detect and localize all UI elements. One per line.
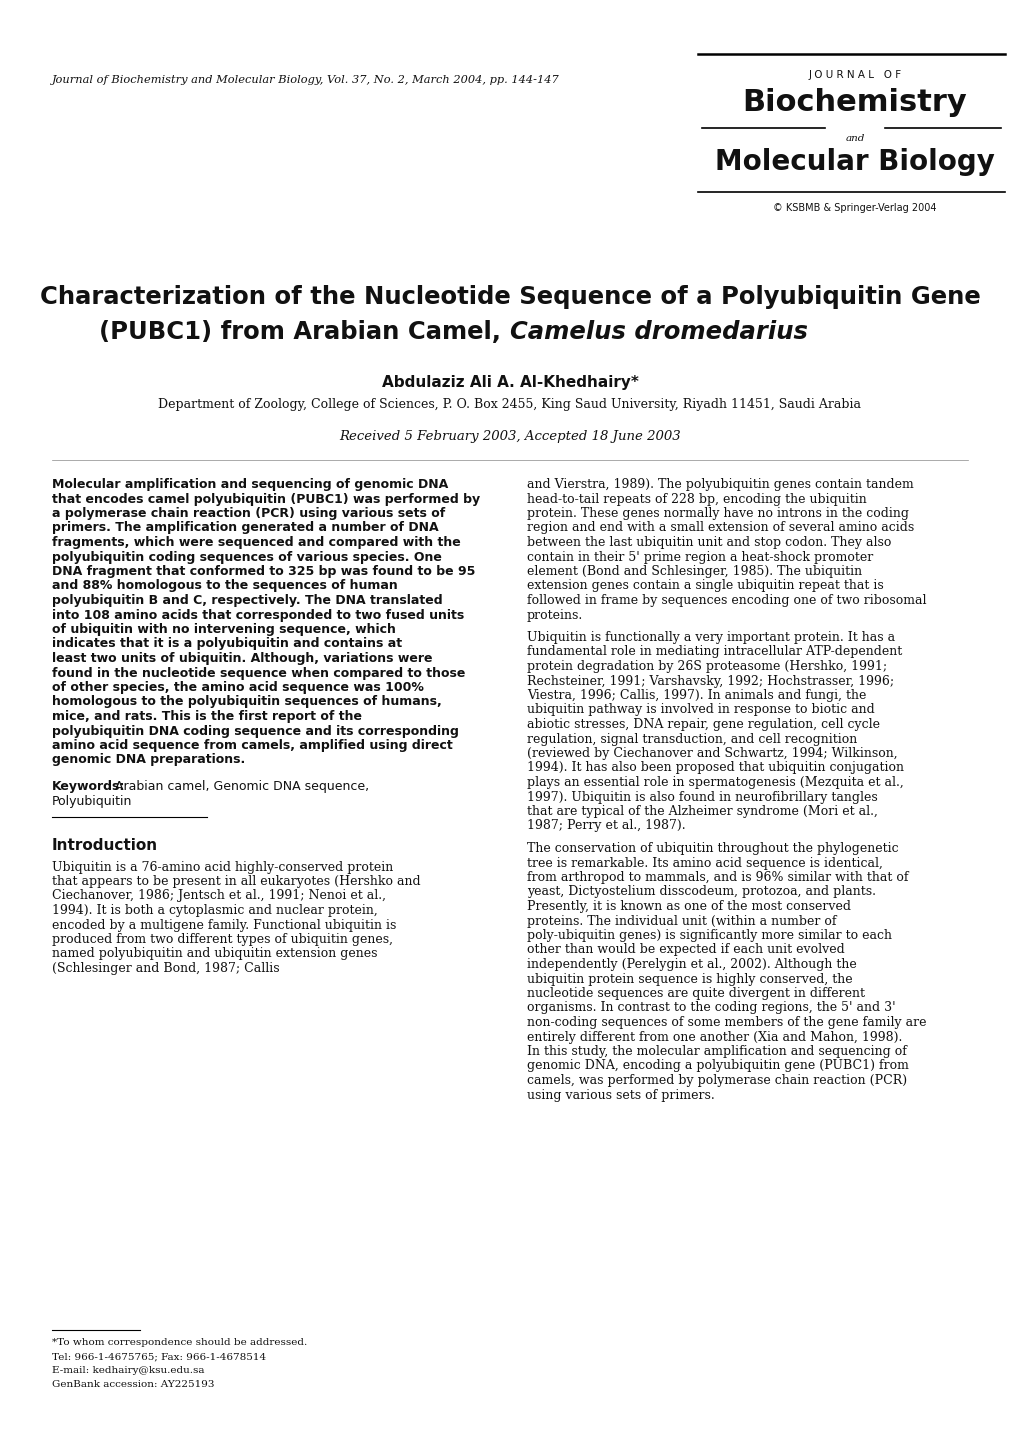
Text: between the last ubiquitin unit and stop codon. They also: between the last ubiquitin unit and stop…	[527, 535, 891, 548]
Text: found in the nucleotide sequence when compared to those: found in the nucleotide sequence when co…	[52, 667, 465, 680]
Text: genomic DNA preparations.: genomic DNA preparations.	[52, 753, 245, 766]
Text: The conservation of ubiquitin throughout the phylogenetic: The conservation of ubiquitin throughout…	[527, 843, 898, 856]
Text: other than would be expected if each unit evolved: other than would be expected if each uni…	[527, 944, 844, 957]
Text: Molecular Biology: Molecular Biology	[714, 149, 994, 176]
Text: nucleotide sequences are quite divergent in different: nucleotide sequences are quite divergent…	[527, 987, 864, 1000]
Text: encoded by a multigene family. Functional ubiquitin is: encoded by a multigene family. Functiona…	[52, 919, 396, 932]
Text: organisms. In contrast to the coding regions, the 5' and 3': organisms. In contrast to the coding reg…	[527, 1001, 895, 1014]
Text: protein. These genes normally have no introns in the coding: protein. These genes normally have no in…	[527, 506, 908, 519]
Text: followed in frame by sequences encoding one of two ribosomal: followed in frame by sequences encoding …	[527, 595, 925, 608]
Text: abiotic stresses, DNA repair, gene regulation, cell cycle: abiotic stresses, DNA repair, gene regul…	[527, 719, 879, 732]
Text: primers. The amplification generated a number of DNA: primers. The amplification generated a n…	[52, 521, 438, 534]
Text: 1994). It is both a cytoplasmic and nuclear protein,: 1994). It is both a cytoplasmic and nucl…	[52, 903, 377, 916]
Text: Biochemistry: Biochemistry	[742, 88, 966, 117]
Text: plays an essential role in spermatogenesis (Mezquita et al.,: plays an essential role in spermatogenes…	[527, 776, 903, 789]
Text: Department of Zoology, College of Sciences, P. O. Box 2455, King Saud University: Department of Zoology, College of Scienc…	[158, 398, 861, 411]
Text: independently (Perelygin et al., 2002). Although the: independently (Perelygin et al., 2002). …	[527, 958, 856, 971]
Text: 1987; Perry et al., 1987).: 1987; Perry et al., 1987).	[527, 820, 685, 833]
Text: ubiquitin pathway is involved in response to biotic and: ubiquitin pathway is involved in respons…	[527, 704, 874, 717]
Text: non-coding sequences of some members of the gene family are: non-coding sequences of some members of …	[527, 1016, 925, 1029]
Text: produced from two different types of ubiquitin genes,: produced from two different types of ubi…	[52, 934, 392, 947]
Text: protein degradation by 26S proteasome (Hershko, 1991;: protein degradation by 26S proteasome (H…	[527, 659, 887, 672]
Text: yeast, Dictyostelium disscodeum, protozoa, and plants.: yeast, Dictyostelium disscodeum, protozo…	[527, 886, 875, 899]
Text: region and end with a small extension of several amino acids: region and end with a small extension of…	[527, 521, 913, 534]
Text: polyubiquitin B and C, respectively. The DNA translated: polyubiquitin B and C, respectively. The…	[52, 595, 442, 608]
Text: indicates that it is a polyubiquitin and contains at: indicates that it is a polyubiquitin and…	[52, 638, 401, 651]
Text: Polyubiquitin: Polyubiquitin	[52, 795, 132, 808]
Text: that appears to be present in all eukaryotes (Hershko and: that appears to be present in all eukary…	[52, 874, 420, 887]
Text: Characterization of the Nucleotide Sequence of a Polyubiquitin Gene: Characterization of the Nucleotide Seque…	[40, 286, 979, 309]
Text: tree is remarkable. Its amino acid sequence is identical,: tree is remarkable. Its amino acid seque…	[527, 857, 882, 870]
Text: of other species, the amino acid sequence was 100%: of other species, the amino acid sequenc…	[52, 681, 424, 694]
Text: In this study, the molecular amplification and sequencing of: In this study, the molecular amplificati…	[527, 1045, 906, 1058]
Text: GenBank accession: AY225193: GenBank accession: AY225193	[52, 1380, 214, 1390]
Text: Presently, it is known as one of the most conserved: Presently, it is known as one of the mos…	[527, 900, 850, 913]
Text: polyubiquitin DNA coding sequence and its corresponding: polyubiquitin DNA coding sequence and it…	[52, 724, 459, 737]
Text: (Schlesinger and Bond, 1987; Callis: (Schlesinger and Bond, 1987; Callis	[52, 962, 279, 975]
Text: Camelus dromedarius: Camelus dromedarius	[510, 320, 807, 343]
Text: contain in their 5' prime region a heat-shock promoter: contain in their 5' prime region a heat-…	[527, 550, 872, 564]
Text: Abdulaziz Ali A. Al-Khedhairy*: Abdulaziz Ali A. Al-Khedhairy*	[381, 375, 638, 390]
Text: DNA fragment that conformed to 325 bp was found to be 95: DNA fragment that conformed to 325 bp wa…	[52, 566, 475, 579]
Text: entirely different from one another (Xia and Mahon, 1998).: entirely different from one another (Xia…	[527, 1030, 902, 1043]
Text: regulation, signal transduction, and cell recognition: regulation, signal transduction, and cel…	[527, 733, 856, 746]
Text: Tel: 966-1-4675765; Fax: 966-1-4678514: Tel: 966-1-4675765; Fax: 966-1-4678514	[52, 1352, 266, 1361]
Text: J O U R N A L   O F: J O U R N A L O F	[808, 71, 901, 79]
Text: of ubiquitin with no intervening sequence, which: of ubiquitin with no intervening sequenc…	[52, 623, 395, 636]
Text: Received 5 February 2003, Accepted 18 June 2003: Received 5 February 2003, Accepted 18 Ju…	[339, 430, 680, 443]
Text: Ciechanover, 1986; Jentsch et al., 1991; Nenoi et al.,: Ciechanover, 1986; Jentsch et al., 1991;…	[52, 889, 385, 902]
Text: proteins. The individual unit (within a number of: proteins. The individual unit (within a …	[527, 915, 836, 928]
Text: element (Bond and Schlesinger, 1985). The ubiquitin: element (Bond and Schlesinger, 1985). Th…	[527, 566, 861, 579]
Text: mice, and rats. This is the first report of the: mice, and rats. This is the first report…	[52, 710, 362, 723]
Text: from arthropod to mammals, and is 96% similar with that of: from arthropod to mammals, and is 96% si…	[527, 872, 908, 885]
Text: using various sets of primers.: using various sets of primers.	[527, 1088, 714, 1101]
Text: Ubiquitin is functionally a very important protein. It has a: Ubiquitin is functionally a very importa…	[527, 631, 895, 644]
Text: (reviewed by Ciechanover and Schwartz, 1994; Wilkinson,: (reviewed by Ciechanover and Schwartz, 1…	[527, 747, 897, 760]
Text: Viestra, 1996; Callis, 1997). In animals and fungi, the: Viestra, 1996; Callis, 1997). In animals…	[527, 688, 865, 701]
Text: named polyubiquitin and ubiquitin extension genes: named polyubiquitin and ubiquitin extens…	[52, 948, 377, 961]
Text: E-mail: kedhairy@ksu.edu.sa: E-mail: kedhairy@ksu.edu.sa	[52, 1367, 204, 1375]
Text: extension genes contain a single ubiquitin repeat that is: extension genes contain a single ubiquit…	[527, 580, 882, 593]
Text: Introduction: Introduction	[52, 838, 158, 853]
Text: homologous to the polyubiquitin sequences of humans,: homologous to the polyubiquitin sequence…	[52, 696, 441, 709]
Text: Journal of Biochemistry and Molecular Biology, Vol. 37, No. 2, March 2004, pp. 1: Journal of Biochemistry and Molecular Bi…	[52, 75, 559, 85]
Text: (PUBC1) from Arabian Camel,: (PUBC1) from Arabian Camel,	[100, 320, 510, 343]
Text: and: and	[845, 134, 864, 143]
Text: ubiquitin protein sequence is highly conserved, the: ubiquitin protein sequence is highly con…	[527, 973, 852, 986]
Text: least two units of ubiquitin. Although, variations were: least two units of ubiquitin. Although, …	[52, 652, 432, 665]
Text: Arabian camel, Genomic DNA sequence,: Arabian camel, Genomic DNA sequence,	[115, 781, 369, 794]
Text: *To whom correspondence should be addressed.: *To whom correspondence should be addres…	[52, 1338, 307, 1346]
Text: a polymerase chain reaction (PCR) using various sets of: a polymerase chain reaction (PCR) using …	[52, 506, 445, 519]
Text: that are typical of the Alzheimer syndrome (Mori et al.,: that are typical of the Alzheimer syndro…	[527, 805, 877, 818]
Text: amino acid sequence from camels, amplified using direct: amino acid sequence from camels, amplifi…	[52, 739, 452, 752]
Text: poly-ubiquitin genes) is significantly more similar to each: poly-ubiquitin genes) is significantly m…	[527, 929, 892, 942]
Text: and 88% homologous to the sequences of human: and 88% homologous to the sequences of h…	[52, 580, 397, 593]
Text: © KSBMB & Springer-Verlag 2004: © KSBMB & Springer-Verlag 2004	[772, 203, 935, 214]
Text: genomic DNA, encoding a polyubiquitin gene (PUBC1) from: genomic DNA, encoding a polyubiquitin ge…	[527, 1059, 908, 1072]
Text: that encodes camel polyubiquitin (PUBC1) was performed by: that encodes camel polyubiquitin (PUBC1)…	[52, 492, 480, 505]
Text: 1994). It has also been proposed that ubiquitin conjugation: 1994). It has also been proposed that ub…	[527, 762, 903, 775]
Text: head-to-tail repeats of 228 bp, encoding the ubiquitin: head-to-tail repeats of 228 bp, encoding…	[527, 492, 866, 505]
Text: polyubiquitin coding sequences of various species. One: polyubiquitin coding sequences of variou…	[52, 550, 441, 564]
Text: camels, was performed by polymerase chain reaction (PCR): camels, was performed by polymerase chai…	[527, 1074, 906, 1087]
Text: into 108 amino acids that corresponded to two fused units: into 108 amino acids that corresponded t…	[52, 609, 464, 622]
Text: Ubiquitin is a 76-amino acid highly-conserved protein: Ubiquitin is a 76-amino acid highly-cons…	[52, 860, 393, 873]
Text: and Vierstra, 1989). The polyubiquitin genes contain tandem: and Vierstra, 1989). The polyubiquitin g…	[527, 478, 913, 491]
Text: Molecular amplification and sequencing of genomic DNA: Molecular amplification and sequencing o…	[52, 478, 447, 491]
Text: 1997). Ubiquitin is also found in neurofibrillary tangles: 1997). Ubiquitin is also found in neurof…	[527, 791, 877, 804]
Text: Keywords:: Keywords:	[52, 781, 125, 794]
Text: fundamental role in mediating intracellular ATP-dependent: fundamental role in mediating intracellu…	[527, 645, 902, 658]
Text: fragments, which were sequenced and compared with the: fragments, which were sequenced and comp…	[52, 535, 461, 548]
Text: proteins.: proteins.	[527, 609, 583, 622]
Text: Rechsteiner, 1991; Varshavsky, 1992; Hochstrasser, 1996;: Rechsteiner, 1991; Varshavsky, 1992; Hoc…	[527, 674, 894, 687]
